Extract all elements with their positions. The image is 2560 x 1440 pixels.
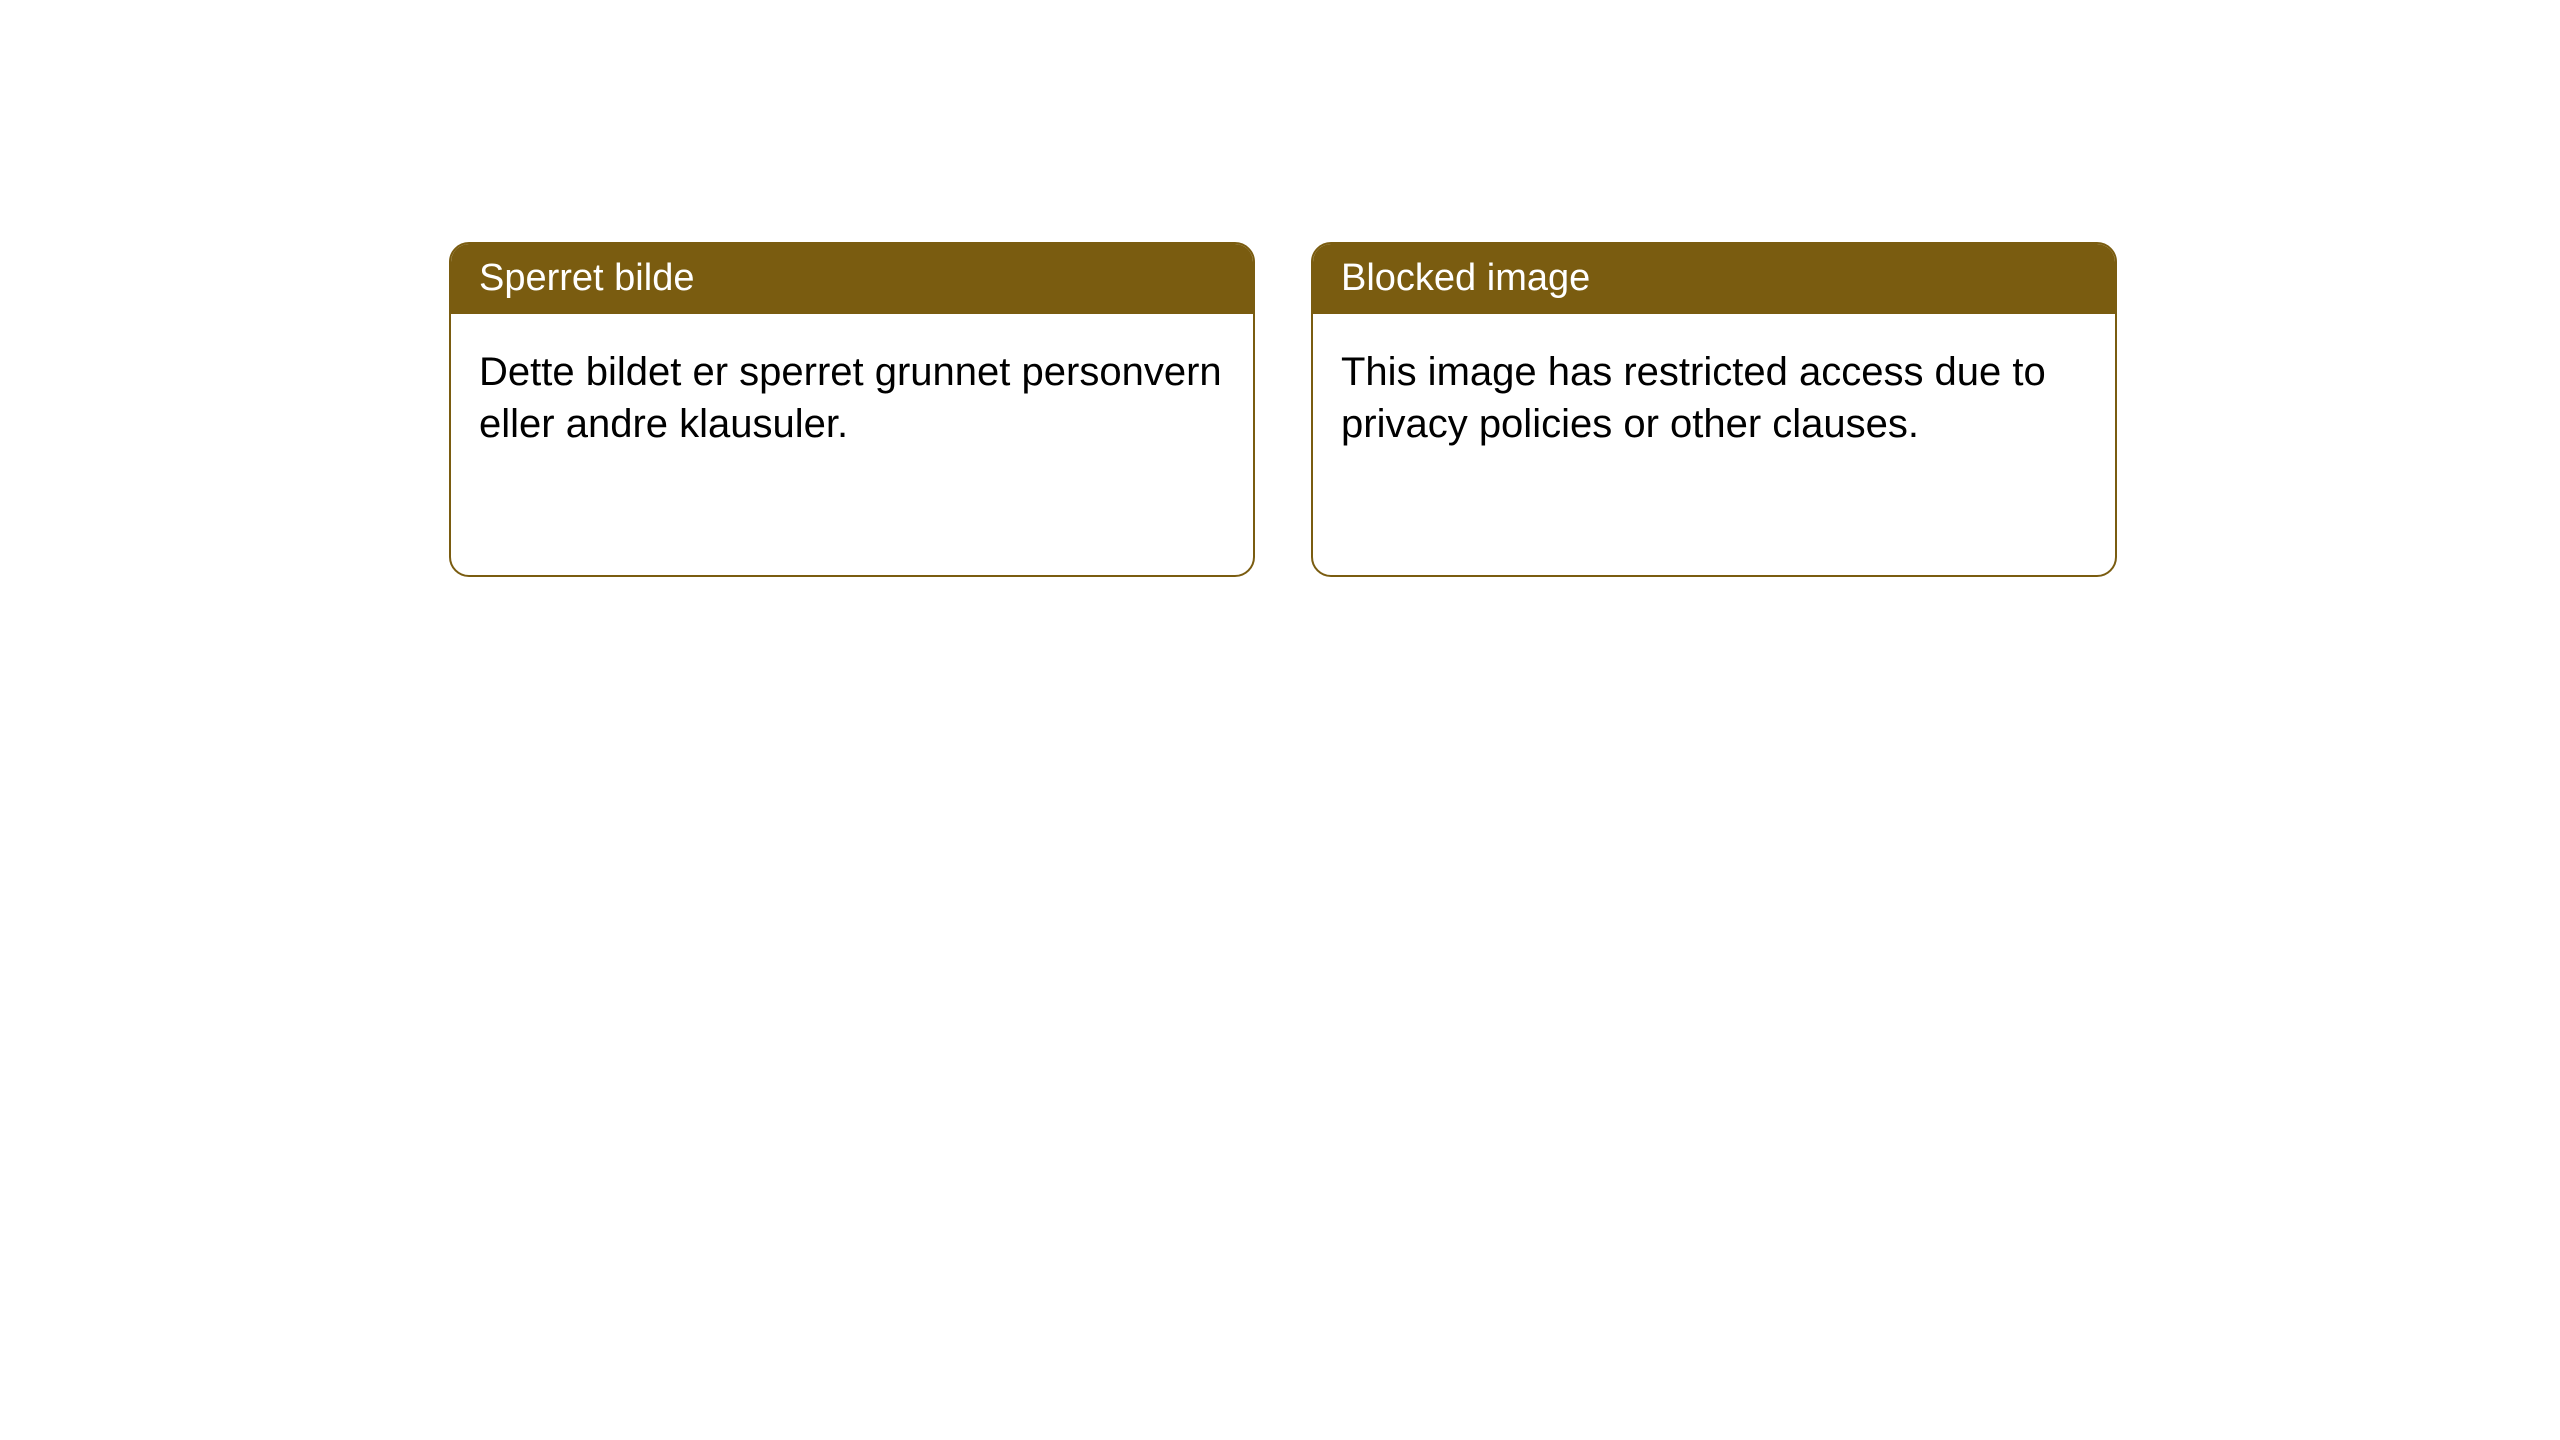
notice-card-norwegian: Sperret bilde Dette bildet er sperret gr… <box>449 242 1255 577</box>
notice-card-english: Blocked image This image has restricted … <box>1311 242 2117 577</box>
notice-card-title: Sperret bilde <box>451 244 1253 314</box>
notice-card-body: This image has restricted access due to … <box>1313 314 2115 482</box>
notice-card-body: Dette bildet er sperret grunnet personve… <box>451 314 1253 482</box>
notice-card-title: Blocked image <box>1313 244 2115 314</box>
notice-cards-row: Sperret bilde Dette bildet er sperret gr… <box>449 242 2117 577</box>
